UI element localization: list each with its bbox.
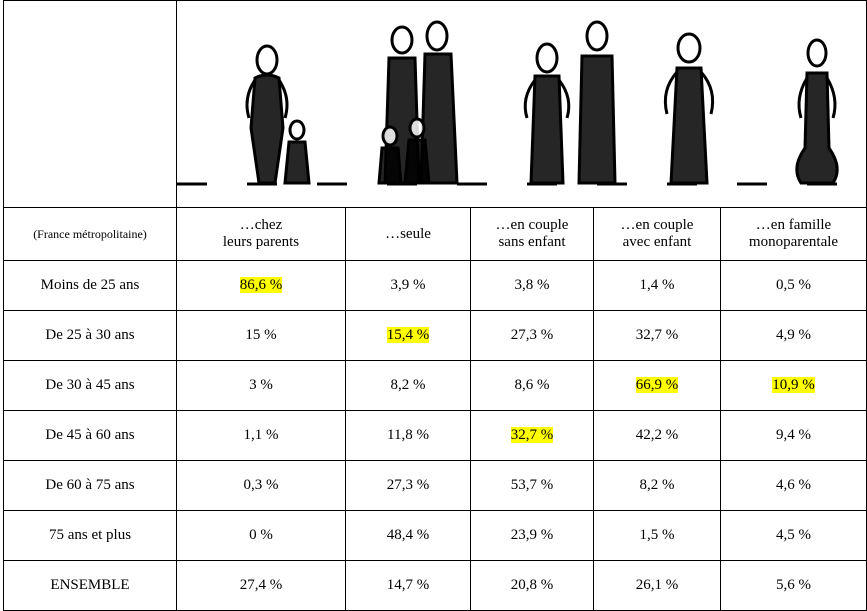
value-cell: 3 % <box>177 361 346 411</box>
value-cell: 27,3 % <box>346 461 471 511</box>
value-cell: 1,4 % <box>594 261 721 311</box>
value-cell: 3,8 % <box>471 261 594 311</box>
value-cell: 1,5 % <box>594 511 721 561</box>
value-cell: 15,4 % <box>346 311 471 361</box>
value-cell: 23,9 % <box>471 511 594 561</box>
value-cell: 4,5 % <box>721 511 867 561</box>
header-cell: …en couple avec enfant <box>594 208 721 261</box>
value-cell: 11,8 % <box>346 411 471 461</box>
value-cell: 0,3 % <box>177 461 346 511</box>
header-cell: …en famille monoparentale <box>721 208 867 261</box>
data-row: Moins de 25 ans 86,6 % 3,9 %3,8 %1,4 %0,5 … <box>4 261 867 311</box>
page: (France métropolitaine)…chez leurs paren… <box>0 0 867 581</box>
highlighted-value: 32,7 % <box>511 427 554 443</box>
value-cell: 14,7 % <box>346 561 471 611</box>
value-cell: 32,7 % <box>471 411 594 461</box>
value-cell: 27,4 % <box>177 561 346 611</box>
row-label: ENSEMBLE <box>4 561 177 611</box>
value-cell: 4,6 % <box>721 461 867 511</box>
value-cell: 53,7 % <box>471 461 594 511</box>
row-label: De 45 à 60 ans <box>4 411 177 461</box>
row-label: De 25 à 30 ans <box>4 311 177 361</box>
header-cell: (France métropolitaine) <box>4 208 177 261</box>
value-cell: 3,9 % <box>346 261 471 311</box>
value-cell: 10,9 % <box>721 361 867 411</box>
value-cell: 1,1 % <box>177 411 346 461</box>
people-illustration <box>177 18 866 190</box>
value-cell: 26,1 % <box>594 561 721 611</box>
value-cell: 0 % <box>177 511 346 561</box>
value-cell: 42,2 % <box>594 411 721 461</box>
highlighted-value: 15,4 % <box>387 327 430 343</box>
illustration-row <box>4 1 867 208</box>
value-cell: 5,6 % <box>721 561 867 611</box>
value-cell: 15 % <box>177 311 346 361</box>
header-cell: …seule <box>346 208 471 261</box>
header-row: (France métropolitaine)…chez leurs paren… <box>4 208 867 261</box>
value-cell: 9,4 % <box>721 411 867 461</box>
value-cell: 8,2 % <box>594 461 721 511</box>
table: (France métropolitaine)…chez leurs paren… <box>3 0 867 611</box>
highlighted-value: 86,6 % <box>240 277 283 293</box>
value-cell: 32,7 % <box>594 311 721 361</box>
value-cell: 20,8 % <box>471 561 594 611</box>
header-cell: …chez leurs parents <box>177 208 346 261</box>
row-label: 75 ans et plus <box>4 511 177 561</box>
value-cell: 66,9 % <box>594 361 721 411</box>
empty-cell <box>4 1 177 208</box>
value-cell: 8,2 % <box>346 361 471 411</box>
highlighted-value: 10,9 % <box>772 377 815 393</box>
value-cell: 8,6 % <box>471 361 594 411</box>
row-label: De 60 à 75 ans <box>4 461 177 511</box>
highlighted-value: 66,9 % <box>636 377 679 393</box>
value-cell: 86,6 % <box>177 261 346 311</box>
illustration-cell <box>177 1 867 208</box>
value-cell: 27,3 % <box>471 311 594 361</box>
header-cell: …en couple sans enfant <box>471 208 594 261</box>
value-cell: 4,9 % <box>721 311 867 361</box>
row-label: Moins de 25 ans <box>4 261 177 311</box>
row-label: De 30 à 45 ans <box>4 361 177 411</box>
value-cell: 0,5 % <box>721 261 867 311</box>
value-cell: 48,4 % <box>346 511 471 561</box>
